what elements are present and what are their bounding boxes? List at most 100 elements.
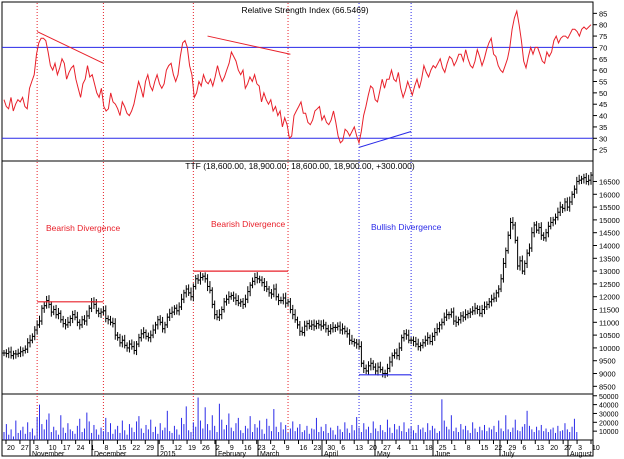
rsi-ytick-label-55: 55 [599, 78, 607, 87]
price-ytick-label-15500: 15500 [599, 203, 620, 212]
x-axis: 20 27 3 10 17 24 1 8 15 22 29 5 12 19 26 2 9 16 23 2 9 16 23 30… [5, 440, 600, 458]
price-ytick-label-14000: 14000 [599, 241, 620, 250]
x-tick-label: 20 [7, 445, 15, 452]
rsi-trendline-3 [358, 130, 412, 148]
divergence-label-3: Bullish Divergence [371, 222, 442, 232]
x-tick-label: 24 [77, 445, 85, 452]
x-tick-label: 1 [91, 445, 95, 452]
x-tick-label: 16 [300, 445, 308, 452]
month-label: May [377, 451, 391, 458]
volume-ytick-label-40000: 40000 [599, 403, 619, 410]
x-tick-label: 10 [592, 445, 600, 452]
month-label: November [32, 451, 65, 458]
price-ytick-label-16500: 16500 [599, 177, 620, 186]
rsi-line [3, 9, 592, 145]
price-ytick-label-11500: 11500 [599, 306, 619, 315]
price-panel: 8500 9000 9500 10000 10500 11000 11500 12000 125… [2, 172, 620, 391]
month-label: August [570, 451, 592, 458]
rsi-trendline-2 [207, 35, 291, 55]
x-tick-label: 1 [453, 445, 457, 452]
price-ytick-label-13000: 13000 [599, 267, 620, 276]
x-tick-label: 2 [216, 445, 220, 452]
rsi-trendline-1 [36, 31, 104, 64]
x-tick-label: 23 [313, 445, 321, 452]
x-tick-label: 10 [49, 445, 57, 452]
rsi-title: Relative Strength Index (66.5469) [241, 5, 368, 15]
x-tick-label: 15 [481, 445, 489, 452]
x-tick-label: 27 [383, 445, 391, 452]
x-tick-label: 12 [174, 445, 182, 452]
rsi-ytick-label-35: 35 [599, 123, 607, 132]
x-tick-label: 11 [411, 445, 418, 452]
x-tick-label: 27 [21, 445, 29, 452]
price-ytick-label-9000: 9000 [599, 370, 616, 379]
x-tick-label: 25 [439, 445, 447, 452]
x-tick-label: 15 [118, 445, 126, 452]
rsi-panel: 25 30 35 40 45 50 55 60 65 70 75 80 85 [2, 3, 607, 439]
rsi-ytick-label-45: 45 [599, 100, 607, 109]
x-tick-label: 3 [35, 445, 39, 452]
x-tick-label: 22 [495, 445, 503, 452]
x-tick-label: 8 [467, 445, 471, 452]
x-tick-label: 20 [550, 445, 558, 452]
price-ytick-label-12500: 12500 [599, 280, 620, 289]
x-tick-label: 4 [397, 445, 401, 452]
rsi-ytick-label-25: 25 [599, 146, 607, 155]
x-tick-label: 16 [244, 445, 252, 452]
rsi-ytick-label-60: 60 [599, 66, 607, 75]
price-ytick-label-14500: 14500 [599, 229, 620, 238]
volume-ytick-label-50000: 50000 [599, 394, 619, 401]
month-label: April [324, 451, 338, 458]
x-tick-label: 30 [327, 445, 335, 452]
x-tick-label: 6 [341, 445, 345, 452]
rsi-ytick-label-50: 50 [599, 89, 607, 98]
rsi-ytick-label-40: 40 [599, 112, 607, 121]
x-tick-label: 3 [578, 445, 582, 452]
rsi-ytick-label-30: 30 [599, 134, 607, 143]
price-ytick-label-12000: 12000 [599, 293, 620, 302]
month-label: July [502, 451, 515, 458]
price-ytick-label-16000: 16000 [599, 190, 620, 199]
divergence-label-2: Bearish Divergence [211, 219, 285, 229]
month-label: 2015 [160, 451, 176, 458]
price-ytick-label-9500: 9500 [599, 357, 616, 366]
volume-ytick-label-30000: 30000 [599, 411, 619, 418]
month-label: March [260, 451, 280, 458]
x-tick-label: 18 [425, 445, 433, 452]
x-tick-label: 17 [63, 445, 71, 452]
price-title: TTF (18,600.00, 18,900.00, 18,600.00, 18… [185, 161, 415, 171]
price-ytick-label-10000: 10000 [599, 344, 620, 353]
month-label: December [94, 451, 127, 458]
x-tick-label: 6 [522, 445, 526, 452]
x-tick-label: 5 [160, 445, 164, 452]
price-ytick-label-10500: 10500 [599, 331, 620, 340]
rsi-ytick-label-75: 75 [599, 32, 607, 41]
price-ytick-label-15000: 15000 [599, 216, 620, 225]
x-tick-label: 29 [146, 445, 154, 452]
x-tick-label: 9 [230, 445, 234, 452]
price-ytick-label-13500: 13500 [599, 254, 620, 263]
x-tick-label: 8 [105, 445, 109, 452]
month-label: February [218, 451, 247, 458]
x-tick-label: 20 [369, 445, 377, 452]
volume-ytick-label-10000: 10000 [599, 429, 619, 436]
x-tick-label: 23 [258, 445, 266, 452]
x-tick-label: 29 [508, 445, 516, 452]
month-label: June [435, 451, 450, 458]
x-tick-label: 9 [286, 445, 290, 452]
x-tick-label: 13 [536, 445, 544, 452]
x-tick-label: 26 [202, 445, 210, 452]
x-tick-label: 2 [272, 445, 276, 452]
x-tick-label: 19 [188, 445, 196, 452]
rsi-ytick-label-80: 80 [599, 21, 607, 30]
volume-ytick-label-20000: 20000 [599, 420, 619, 427]
price-ytick-label-11000: 11000 [599, 318, 619, 327]
x-tick-label: 13 [355, 445, 363, 452]
x-tick-label: 22 [132, 445, 140, 452]
price-ytick-label-8500: 8500 [599, 382, 616, 391]
rsi-ytick-label-85: 85 [599, 9, 607, 18]
divergence-label-1: Bearish Divergence [46, 223, 120, 233]
rsi-ytick-label-70: 70 [599, 43, 607, 52]
